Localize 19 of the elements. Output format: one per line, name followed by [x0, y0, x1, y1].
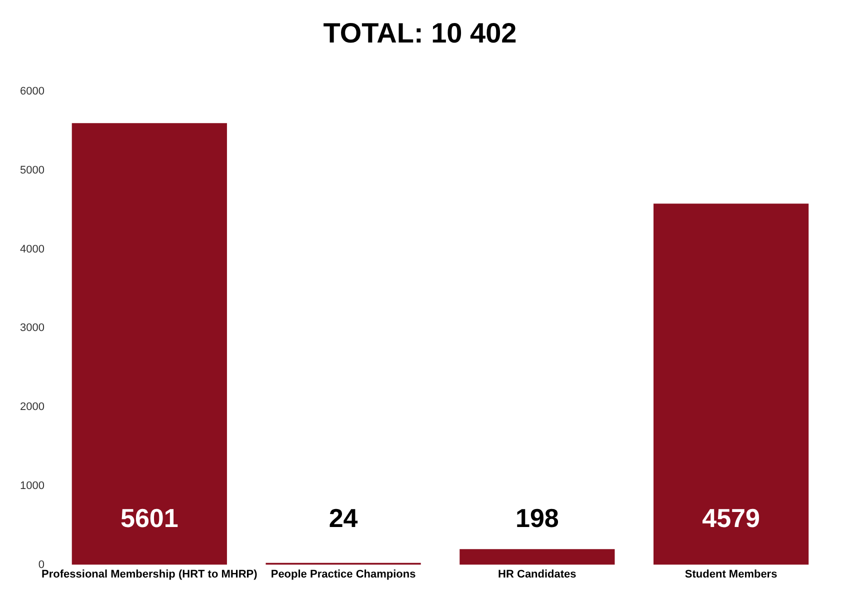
- data-label: 4579: [702, 502, 760, 533]
- data-label: 198: [515, 502, 559, 533]
- x-tick-label: Professional Membership (HRT to MHRP): [42, 568, 258, 580]
- x-tick-label: Student Members: [684, 568, 778, 580]
- y-tick-label: 6000: [20, 86, 44, 98]
- bar: [460, 549, 615, 565]
- y-tick-label: 4000: [20, 243, 44, 256]
- y-tick-label: 3000: [20, 322, 44, 334]
- x-tick-label: People Practice Champions: [270, 568, 416, 580]
- x-tick-label: HR Candidates: [498, 568, 576, 580]
- y-tick-label: 1000: [20, 480, 44, 492]
- y-tick-label: 2000: [20, 401, 44, 414]
- data-label: 24: [328, 502, 358, 533]
- y-tick-label: 5000: [20, 164, 44, 176]
- data-label: 5601: [120, 502, 178, 533]
- bar: [654, 204, 809, 565]
- bar: [72, 123, 227, 565]
- y-tick-label: 0: [38, 558, 44, 571]
- chart-title: TOTAL: 10 402: [323, 18, 517, 49]
